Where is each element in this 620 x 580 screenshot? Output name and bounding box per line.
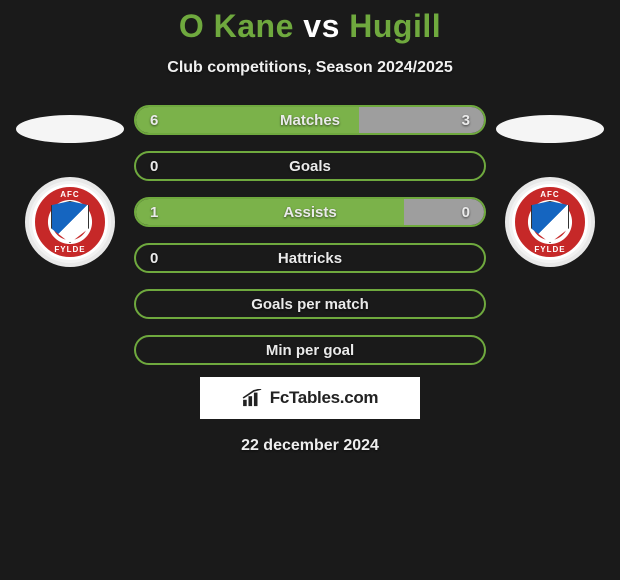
stat-row: Goals per match (134, 289, 486, 319)
stats-container: 6 3 Matches 0 Goals 1 0 Assists 0 Hattricks Goals … (130, 105, 490, 365)
stat-row: Min per goal (134, 335, 486, 365)
stat-value-right: 3 (462, 112, 470, 129)
stat-row: 6 3 Matches (134, 105, 486, 135)
stat-label: Matches (280, 112, 340, 129)
badge-text-top: AFC (515, 190, 585, 199)
badge-text-bottom: FYLDE (515, 245, 585, 254)
vs-text: vs (303, 8, 349, 44)
badge-shield-icon (51, 201, 89, 243)
stat-row: 0 Hattricks (134, 243, 486, 273)
date-text: 22 december 2024 (241, 437, 379, 455)
stat-row: 1 0 Assists (134, 197, 486, 227)
brand-box: FcTables.com (200, 377, 420, 419)
stat-value-left: 1 (150, 204, 158, 221)
player-right-silhouette (496, 115, 604, 143)
badge-shield-icon (531, 201, 569, 243)
stat-label: Goals (289, 158, 331, 175)
brand-text: FcTables.com (270, 388, 379, 408)
player-right-name: Hugill (349, 8, 441, 44)
player-left-name: O Kane (179, 8, 294, 44)
stat-fill-left (136, 199, 404, 225)
badge-text-bottom: FYLDE (35, 245, 105, 254)
stat-value-left: 6 (150, 112, 158, 129)
player-left-silhouette (16, 115, 124, 143)
left-side-column: AFC FYLDE (10, 105, 130, 267)
brand-chart-icon (242, 389, 264, 407)
stat-value-left: 0 (150, 158, 158, 175)
stat-label: Min per goal (266, 342, 354, 359)
stat-label: Assists (283, 204, 336, 221)
page-title: O Kane vs Hugill (0, 8, 620, 45)
subtitle: Club competitions, Season 2024/2025 (0, 59, 620, 77)
stat-row: 0 Goals (134, 151, 486, 181)
badge-text-top: AFC (35, 190, 105, 199)
stat-label: Goals per match (251, 296, 369, 313)
stat-value-right: 0 (462, 204, 470, 221)
stat-fill-right (404, 199, 484, 225)
player-right-club-badge: AFC FYLDE (505, 177, 595, 267)
stat-label: Hattricks (278, 250, 342, 267)
right-side-column: AFC FYLDE (490, 105, 610, 267)
player-left-club-badge: AFC FYLDE (25, 177, 115, 267)
stat-value-left: 0 (150, 250, 158, 267)
